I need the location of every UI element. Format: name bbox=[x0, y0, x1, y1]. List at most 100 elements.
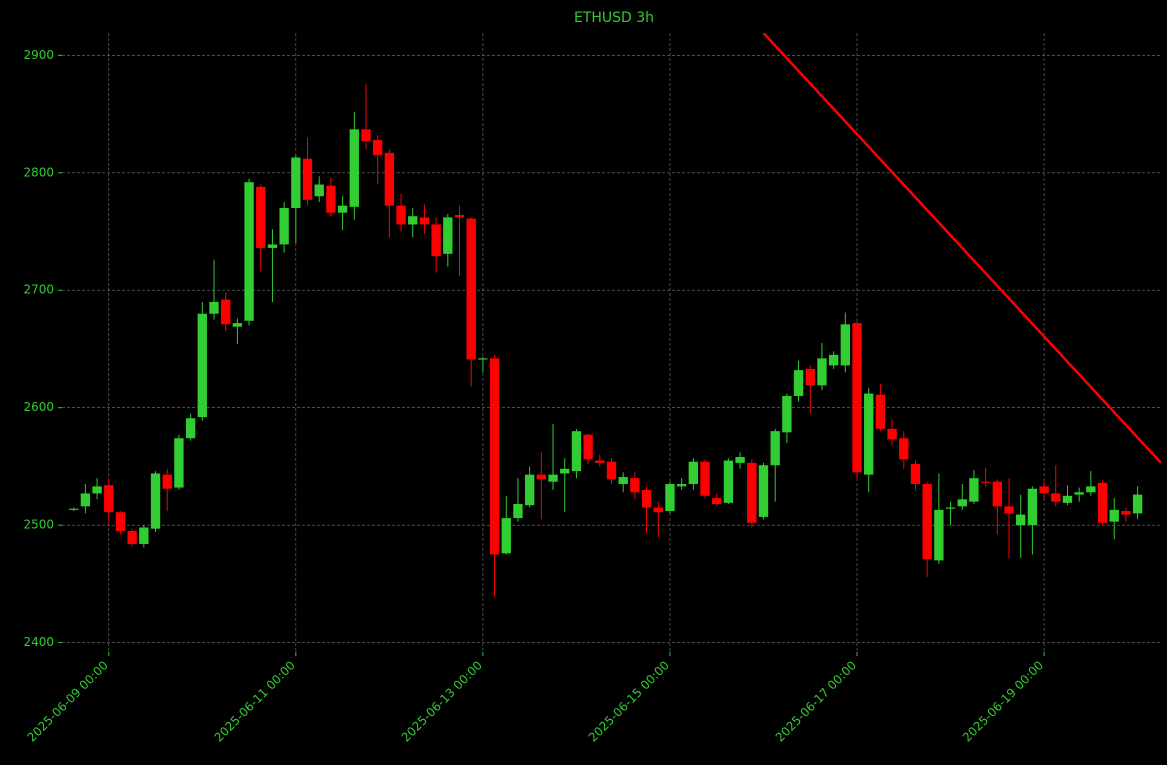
candle-body bbox=[174, 438, 184, 488]
candle-body bbox=[104, 485, 114, 513]
candle-body bbox=[606, 461, 617, 480]
candle-body bbox=[560, 468, 570, 474]
candle-body bbox=[150, 473, 161, 529]
candle-body bbox=[653, 507, 663, 513]
candle-body bbox=[899, 438, 909, 460]
candle-body bbox=[934, 509, 944, 561]
x-tick-label: 2025-06-19 00:00 bbox=[960, 658, 1046, 744]
candle-body bbox=[221, 299, 231, 325]
candle-body bbox=[618, 476, 628, 485]
candle-body bbox=[80, 493, 91, 507]
y-tick-label: 2400 bbox=[23, 635, 54, 649]
y-tick-label: 2900 bbox=[23, 48, 54, 62]
candle-body bbox=[1051, 493, 1061, 502]
candle-body bbox=[69, 508, 79, 510]
candle-body bbox=[747, 462, 757, 523]
candle-body bbox=[723, 460, 734, 503]
trend-line bbox=[762, 33, 1161, 464]
candle-body bbox=[513, 504, 523, 519]
candle-body bbox=[1027, 488, 1038, 526]
candle-body bbox=[922, 484, 932, 560]
y-tick-label: 2700 bbox=[23, 283, 54, 297]
candle-body bbox=[1062, 495, 1073, 503]
candle-body bbox=[536, 474, 547, 480]
candle-body bbox=[396, 205, 406, 225]
y-tick-label: 2600 bbox=[23, 400, 54, 414]
candle-body bbox=[887, 428, 897, 440]
candle-body bbox=[875, 394, 886, 429]
y-tick-label: 2500 bbox=[23, 518, 54, 532]
candle-body bbox=[583, 434, 593, 460]
candle-body bbox=[524, 474, 535, 506]
x-tick-label: 2025-06-17 00:00 bbox=[773, 658, 859, 744]
candle-body bbox=[630, 478, 640, 493]
candle-body bbox=[1121, 511, 1131, 515]
x-tick-label: 2025-06-11 00:00 bbox=[212, 658, 298, 744]
candle-body bbox=[139, 527, 149, 544]
candle-body bbox=[1016, 514, 1026, 526]
candle-body bbox=[115, 512, 126, 532]
candle-body bbox=[548, 474, 558, 482]
candle-body bbox=[910, 464, 921, 485]
chart-title: ETHUSD 3h bbox=[574, 10, 654, 26]
x-tick-label: 2025-06-09 00:00 bbox=[25, 658, 111, 744]
candle-body bbox=[665, 484, 675, 512]
candle-body bbox=[384, 152, 395, 206]
candle-body bbox=[735, 457, 745, 463]
candle-body bbox=[279, 208, 289, 245]
candle-body bbox=[302, 158, 313, 200]
candle-body bbox=[712, 498, 722, 505]
candle-body bbox=[969, 478, 979, 502]
candle-body bbox=[840, 324, 851, 366]
candle-body bbox=[641, 489, 652, 508]
candle-body bbox=[291, 157, 301, 209]
candle-body bbox=[372, 139, 383, 156]
candle-body bbox=[1086, 486, 1096, 493]
candle-body bbox=[314, 184, 324, 197]
candle-body bbox=[431, 224, 441, 257]
candle-body bbox=[817, 358, 827, 386]
candle-body bbox=[92, 486, 102, 494]
candle-body bbox=[232, 323, 243, 327]
candle-body bbox=[162, 474, 172, 489]
candle-body bbox=[349, 129, 359, 207]
candle-body bbox=[489, 358, 500, 555]
candle-body bbox=[419, 217, 430, 225]
candle-body bbox=[443, 217, 453, 254]
candle-body bbox=[945, 507, 956, 509]
candle-body bbox=[1074, 492, 1084, 495]
candle-body bbox=[688, 461, 699, 485]
candle-body bbox=[185, 418, 196, 439]
candle-body bbox=[256, 186, 266, 248]
candle-body bbox=[478, 358, 488, 360]
candle-body bbox=[571, 431, 582, 472]
candle-body bbox=[501, 518, 511, 554]
candle-body bbox=[770, 431, 780, 466]
candle-body bbox=[793, 370, 804, 396]
candle-body bbox=[1004, 506, 1014, 514]
x-tick-label: 2025-06-15 00:00 bbox=[586, 658, 672, 744]
plot-area bbox=[69, 33, 1161, 597]
candle-body bbox=[992, 481, 1002, 507]
candle-body bbox=[197, 313, 207, 418]
candle-body bbox=[1097, 482, 1108, 523]
candle-body bbox=[758, 465, 769, 517]
candle-body bbox=[805, 368, 815, 386]
candle-body bbox=[852, 323, 862, 473]
candle-body bbox=[209, 301, 219, 314]
candle-body bbox=[408, 216, 418, 225]
candle-body bbox=[1132, 494, 1143, 514]
candle-body bbox=[326, 185, 336, 213]
candle-body bbox=[466, 218, 476, 360]
candle-body bbox=[244, 182, 254, 321]
candle-body bbox=[595, 460, 605, 463]
candle-body bbox=[828, 354, 839, 366]
y-tick-label: 2800 bbox=[23, 165, 54, 179]
candle-body bbox=[127, 531, 137, 544]
candle-body bbox=[361, 129, 371, 142]
candle-body bbox=[1039, 486, 1049, 494]
x-tick-label: 2025-06-13 00:00 bbox=[399, 658, 485, 744]
candle-body bbox=[957, 499, 967, 507]
candle-body bbox=[980, 481, 991, 483]
